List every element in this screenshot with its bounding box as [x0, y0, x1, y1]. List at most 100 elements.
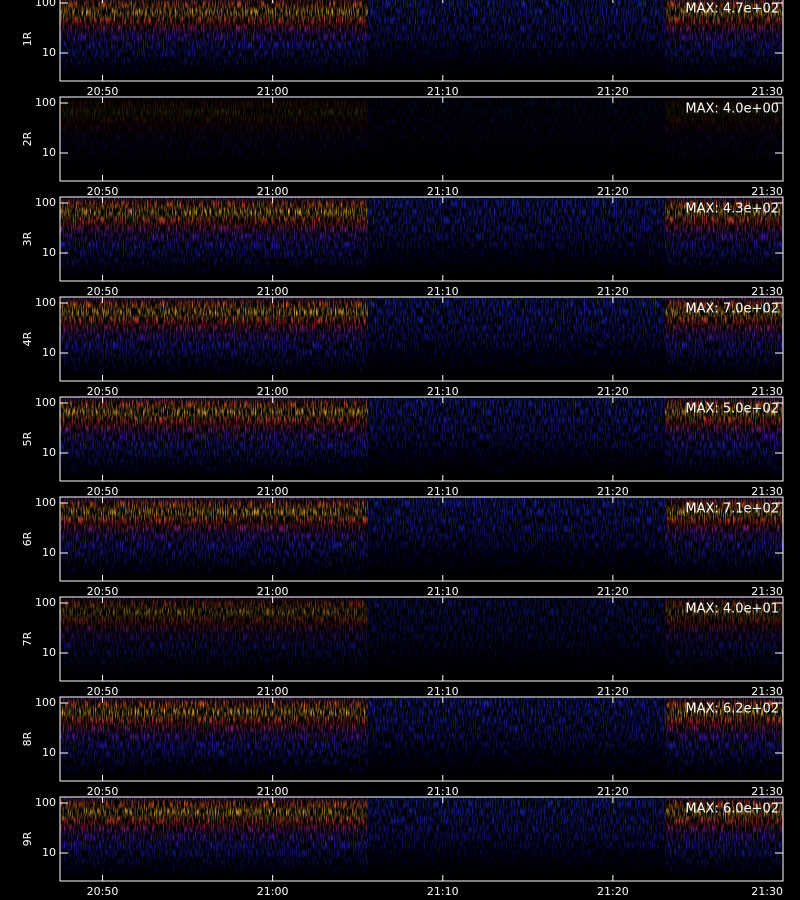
panel: 10 100 20:50 21:00 21:10 21:20 21:30 9R MAX: 6.0…: [21, 796, 784, 898]
x-tick-label: 21:10: [427, 585, 459, 598]
y-axis-label: 5R: [21, 431, 34, 446]
x-tick-label: 21:20: [597, 485, 629, 498]
max-label: MAX: 4.7e+02: [685, 2, 779, 17]
y-axis-label: 1R: [21, 31, 34, 46]
y-tick-label: 100: [35, 196, 56, 209]
y-tick-label: 10: [42, 446, 56, 459]
spectrogram-quiet: [367, 0, 666, 81]
y-tick-label: 10: [42, 246, 56, 259]
spectrogram-active: [60, 97, 368, 181]
spectrogram-active: [665, 497, 783, 581]
spectrogram-quiet: [367, 797, 666, 881]
x-tick-label: 20:50: [87, 585, 119, 598]
x-tick-label: 20:50: [87, 285, 119, 298]
spectrogram-quiet: [367, 97, 666, 181]
panel: 10 100 20:50 21:00 21:10 21:20 21:30 1R MAX: 4.7…: [21, 0, 784, 98]
x-tick-label: 21:30: [751, 585, 783, 598]
spectrogram-active: [665, 697, 783, 781]
x-tick-label: 21:20: [597, 185, 629, 198]
x-tick-label: 21:00: [257, 385, 289, 398]
spectrogram-active: [60, 197, 368, 281]
y-tick-label: 10: [42, 846, 56, 859]
x-tick-label: 21:00: [257, 585, 289, 598]
y-tick-label: 10: [42, 746, 56, 759]
max-label: MAX: 5.0e+02: [685, 402, 779, 417]
panel: 10 100 20:50 21:00 21:10 21:20 21:30 2R MAX: 4.0…: [21, 96, 784, 198]
y-axis-label: 9R: [21, 831, 34, 846]
y-axis-label: 6R: [21, 531, 34, 546]
spectrogram-quiet: [367, 497, 666, 581]
panel: 10 100 20:50 21:00 21:10 21:20 21:30 6R MAX: 7.1…: [21, 496, 784, 598]
y-tick-label: 100: [35, 796, 56, 809]
max-label: MAX: 7.1e+02: [685, 502, 779, 517]
x-tick-label: 21:10: [427, 785, 459, 798]
spectrogram-active: [665, 797, 783, 881]
x-tick-label: 21:20: [597, 385, 629, 398]
y-tick-label: 10: [42, 646, 56, 659]
plot-frame: [59, 696, 784, 782]
spectrogram-active: [665, 97, 783, 181]
y-axis-label: 8R: [21, 731, 34, 746]
y-tick-label: 100: [35, 396, 56, 409]
spectrogram-active: [665, 0, 783, 81]
panel: 10 100 20:50 21:00 21:10 21:20 21:30 7R MAX: 4.0…: [21, 596, 784, 698]
x-tick-label: 21:00: [257, 685, 289, 698]
x-tick-label: 21:30: [751, 185, 783, 198]
x-tick-label: 21:30: [751, 785, 783, 798]
spectrogram-quiet: [367, 697, 666, 781]
y-tick-label: 10: [42, 346, 56, 359]
x-tick-label: 20:50: [87, 185, 119, 198]
x-tick-label: 21:10: [427, 685, 459, 698]
plot-frame: [59, 496, 784, 582]
max-label: MAX: 7.0e+02: [685, 302, 779, 317]
x-tick-label: 21:10: [427, 885, 459, 898]
spectrogram-active: [665, 597, 783, 681]
x-tick-label: 21:20: [597, 785, 629, 798]
y-axis-label: 2R: [21, 131, 34, 146]
spectrogram-active: [60, 497, 368, 581]
spectrogram-active: [665, 397, 783, 481]
x-tick-label: 20:50: [87, 485, 119, 498]
plot-frame: [59, 596, 784, 682]
x-tick-label: 20:50: [87, 85, 119, 98]
y-axis-label: 7R: [21, 631, 34, 646]
spectrogram-active: [60, 397, 368, 481]
x-tick-label: 21:30: [751, 685, 783, 698]
x-tick-label: 21:00: [257, 485, 289, 498]
max-label: MAX: 4.0e+01: [685, 602, 779, 617]
plot-frame: [59, 396, 784, 482]
x-tick-label: 21:30: [751, 885, 783, 898]
x-tick-label: 21:00: [257, 185, 289, 198]
spectrogram-quiet: [367, 197, 666, 281]
spectrogram-active: [665, 297, 783, 381]
x-tick-label: 21:30: [751, 485, 783, 498]
x-tick-label: 21:30: [751, 285, 783, 298]
y-tick-label: 100: [35, 496, 56, 509]
x-tick-label: 20:50: [87, 385, 119, 398]
x-tick-label: 21:10: [427, 185, 459, 198]
panel: 10 100 20:50 21:00 21:10 21:20 21:30 4R MAX: 7.0…: [21, 296, 784, 398]
spectrogram-active: [60, 797, 368, 881]
x-tick-label: 21:00: [257, 85, 289, 98]
x-tick-label: 21:10: [427, 85, 459, 98]
spectrogram-active: [60, 597, 368, 681]
x-tick-label: 21:30: [751, 385, 783, 398]
plot-frame: [59, 0, 784, 82]
panel: 10 100 20:50 21:00 21:10 21:20 21:30 5R MAX: 5.0…: [21, 396, 784, 498]
spectrogram-active: [665, 197, 783, 281]
plot-frame: [59, 96, 784, 182]
x-tick-label: 21:10: [427, 285, 459, 298]
plot-frame: [59, 196, 784, 282]
spectrogram-quiet: [367, 297, 666, 381]
y-axis-label: 4R: [21, 331, 34, 346]
max-label: MAX: 4.0e+00: [685, 102, 779, 117]
x-tick-label: 20:50: [87, 685, 119, 698]
y-tick-label: 100: [35, 96, 56, 109]
x-tick-label: 21:10: [427, 385, 459, 398]
y-axis-label: 3R: [21, 231, 34, 246]
spectrogram-quiet: [367, 597, 666, 681]
plot-frame: [59, 796, 784, 882]
panel: 10 100 20:50 21:00 21:10 21:20 21:30 3R MAX: 4.3…: [21, 196, 784, 298]
y-tick-label: 100: [35, 0, 56, 9]
